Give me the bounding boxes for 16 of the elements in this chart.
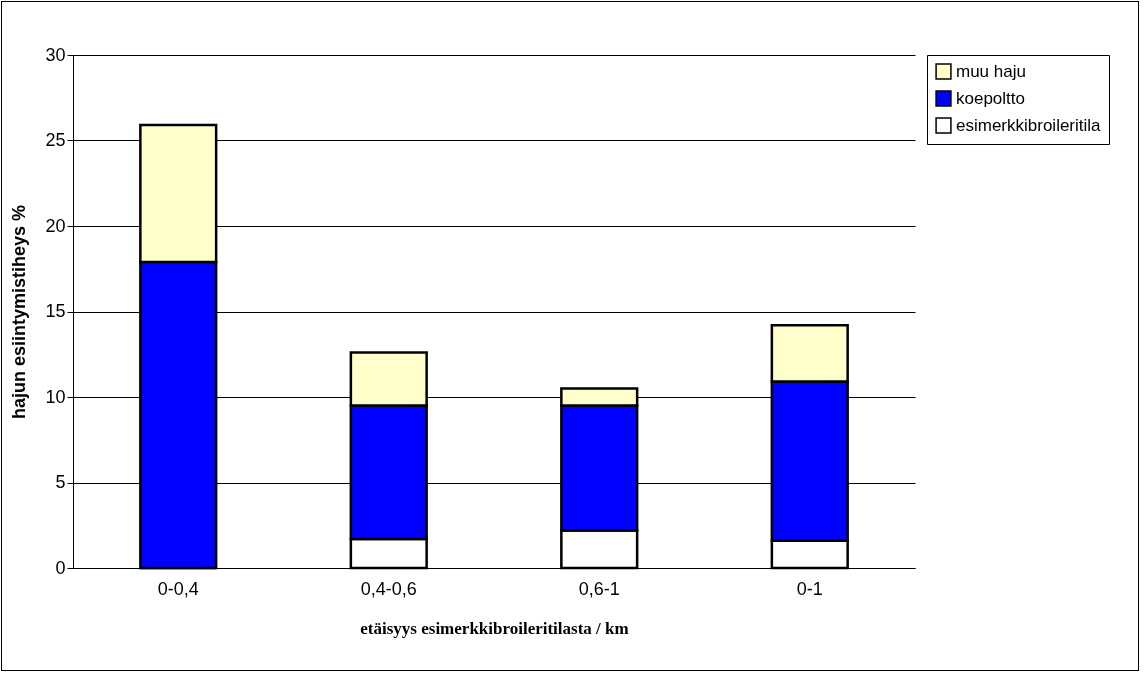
y-tick-label: 25 (45, 130, 66, 150)
x-tick-label: 0-0,4 (157, 578, 199, 599)
legend-label: koepoltto (956, 88, 1025, 108)
y-tick-label: 5 (55, 472, 66, 492)
x-axis-title: etäisyys esimerkkibroileritilasta / km (360, 618, 629, 638)
y-tick-label: 10 (45, 386, 66, 407)
y-tick-label: 30 (45, 44, 66, 65)
x-tick-label: 0,6-1 (578, 578, 620, 599)
legend-label: muu haju (956, 61, 1026, 81)
x-tick-label: 0,4-0,6 (360, 578, 417, 599)
x-tick-label: 0-1 (796, 578, 823, 599)
y-tick-label: 20 (45, 215, 66, 236)
y-axis-title: hajun esiintymistiheys % (9, 204, 30, 420)
y-tick-label: 0 (55, 557, 66, 578)
y-tick-label: 15 (45, 301, 66, 321)
legend-label: esimerkkibroileritila (956, 115, 1102, 135)
